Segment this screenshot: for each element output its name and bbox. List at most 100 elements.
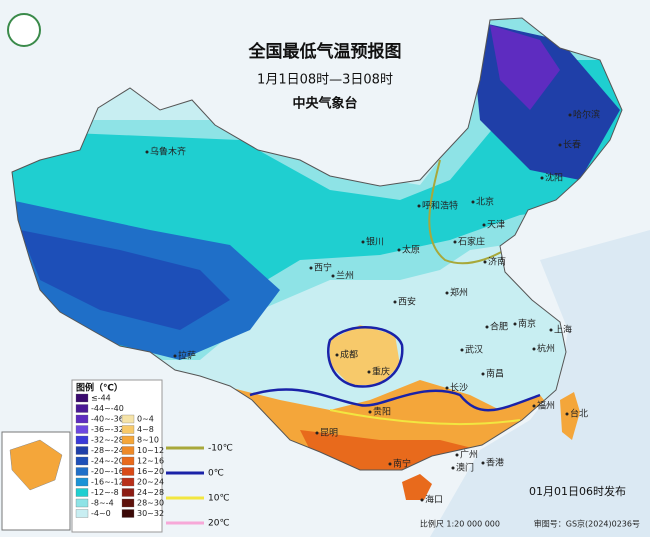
city-dot: [532, 347, 536, 351]
legend-label: 0~4: [137, 415, 154, 424]
city-label: 郑州: [450, 287, 468, 299]
legend-label: -20~-16: [91, 467, 124, 476]
legend-swatch: [75, 467, 89, 476]
city-label: 上海: [554, 324, 572, 336]
city-label: 呼和浩特: [422, 200, 458, 212]
city-label: 昆明: [320, 428, 338, 439]
legend-label: -44~-40: [91, 404, 124, 413]
legend-swatch: [75, 435, 89, 445]
isotherm-0: [327, 326, 404, 388]
city-dot: [481, 461, 485, 465]
legend-label: -4~0: [91, 509, 111, 518]
city-dot: [445, 386, 449, 390]
city-dot: [513, 322, 517, 326]
city-label: 沈阳: [545, 172, 563, 184]
city-label: 西安: [398, 296, 416, 308]
city-label: 长沙: [450, 382, 468, 394]
legend-swatch: [75, 446, 89, 455]
city-label: 太原: [402, 244, 420, 256]
city-dot: [420, 498, 424, 502]
city-label: 成都: [340, 349, 358, 361]
legend-label: -16~-12: [91, 478, 124, 487]
city-label: 武汉: [465, 344, 483, 356]
field-cold-4: [20, 230, 230, 330]
isotherm-label: -10℃: [208, 444, 233, 454]
legend-swatch: [75, 393, 89, 403]
isotherm-label: 10℃: [208, 494, 230, 504]
legend-label: 28~30: [137, 499, 164, 508]
isotherm-label: 0℃: [208, 469, 224, 479]
city-dot: [368, 410, 372, 414]
city-label: 哈尔滨: [573, 109, 600, 121]
legend-swatch: [121, 435, 135, 445]
city-dot: [335, 353, 339, 357]
legend-label: 10~12: [137, 446, 164, 455]
legend-swatch: [121, 467, 135, 476]
city-label: 兰州: [336, 270, 354, 282]
city-label: 乌鲁木齐: [150, 146, 186, 158]
isotherm-label: 20℃: [208, 519, 230, 529]
city-dot: [397, 248, 401, 252]
city-dot: [485, 325, 489, 329]
legend-label: -8~-4: [91, 499, 114, 508]
city-dot: [453, 240, 457, 244]
sea: [430, 230, 650, 537]
isotherm-10: [329, 409, 521, 426]
scale: 比例尺 1:20 000 000: [420, 519, 500, 529]
field-sichuan: [330, 325, 400, 385]
city-dot: [540, 176, 544, 180]
legend-swatch: [121, 446, 135, 455]
city-dot: [367, 370, 371, 374]
city-dot: [568, 113, 572, 117]
city-label: 重庆: [372, 366, 390, 378]
city-label: 西宁: [314, 262, 332, 274]
city-label: 北京: [476, 196, 494, 208]
city-label: 济南: [488, 256, 506, 268]
legend-swatch: [75, 488, 89, 497]
city-dot: [145, 150, 149, 154]
city-label: 台北: [570, 408, 588, 420]
city-label: 石家庄: [458, 236, 485, 248]
city-dot: [173, 354, 177, 358]
title: 全国最低气温预报图: [248, 41, 402, 62]
city-label: 南昌: [486, 368, 504, 380]
city-label: 拉萨: [178, 350, 196, 362]
legend-swatch: [75, 456, 89, 466]
city-label: 澳门: [456, 462, 474, 474]
city-dot: [445, 291, 449, 295]
city-label: 香港: [486, 457, 504, 469]
city-dot: [558, 143, 562, 147]
legend-swatch: [75, 414, 89, 424]
org: 中央气象台: [292, 96, 357, 112]
legend-label: -36~-32: [91, 425, 124, 434]
legend-label: 4~8: [137, 425, 154, 434]
legend-label: 12~16: [137, 457, 164, 466]
city-label: 长春: [563, 139, 581, 151]
city-label: 杭州: [537, 343, 555, 355]
city-dot: [393, 300, 397, 304]
legend-swatch: [121, 414, 135, 424]
city-dot: [460, 348, 464, 352]
city-dot: [315, 431, 319, 435]
city-dot: [361, 240, 365, 244]
legend-label: 16~20: [137, 467, 164, 476]
taiwan: [560, 392, 580, 440]
legend-label: -28~-24: [91, 446, 124, 455]
legend-label: 30~32: [137, 509, 164, 518]
legend-swatch: [121, 477, 135, 487]
city-dot: [483, 260, 487, 264]
legend-label: -40~-36: [91, 415, 124, 424]
legend: ≤-44-44~-40 -40~-36-36~-32 -32~-28-28~-24 -…: [75, 393, 164, 518]
legend-swatch: [75, 498, 89, 508]
city-label: 贵阳: [373, 406, 391, 418]
legend-swatch: [121, 425, 135, 434]
city-label: 南京: [518, 318, 536, 330]
approval: 审图号：GS京(2024)0236号: [534, 519, 640, 529]
legend-label: 20~24: [137, 478, 164, 487]
subtitle: 1月1日08时—3日08时: [257, 73, 393, 88]
city-dot: [451, 466, 455, 470]
city-dot: [482, 223, 486, 227]
legend-swatch: [75, 425, 89, 434]
city-label: 银川: [366, 236, 384, 248]
